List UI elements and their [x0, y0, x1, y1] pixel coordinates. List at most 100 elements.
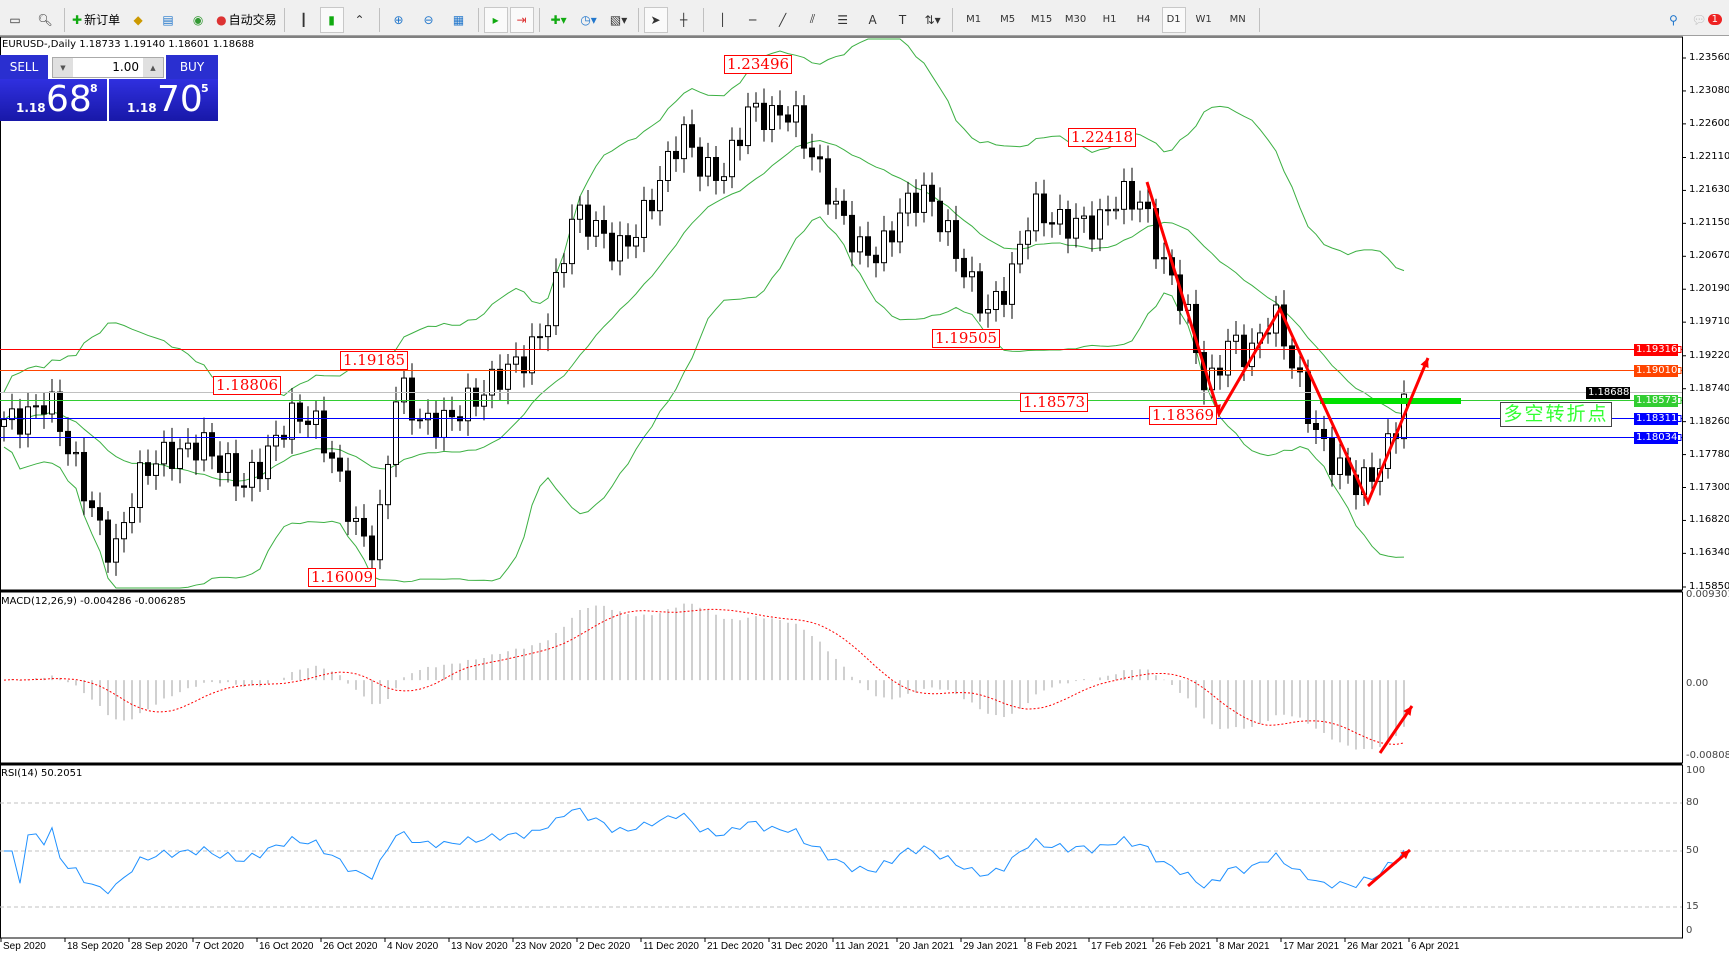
equidistant-channel-button[interactable]: ⫽	[799, 7, 827, 33]
bullish-candle	[273, 434, 279, 447]
text-label-button[interactable]: T	[889, 7, 917, 33]
timeframe-m15[interactable]: M15	[1030, 14, 1053, 25]
lot-increase-button[interactable]: ▲	[143, 58, 163, 77]
templates-button[interactable]: ▧▾	[605, 7, 633, 33]
bullish-candle	[881, 230, 887, 264]
price-annotation[interactable]: 1.18369	[1149, 406, 1218, 425]
auto-trading-button[interactable]: ● 自动交易	[216, 12, 277, 28]
bearish-candle	[889, 230, 895, 243]
crosshair-icon: ┼	[679, 12, 688, 27]
arrows-button[interactable]: ⇅▾	[919, 7, 947, 33]
bullish-candle	[897, 212, 903, 243]
bearish-candle	[57, 391, 63, 432]
buy-price[interactable]: 1.18 70 5	[109, 79, 218, 121]
history-center-button[interactable]: ◆	[124, 7, 152, 33]
price-annotation[interactable]: 1.18806	[213, 376, 282, 395]
price-annotation[interactable]: 1.18573	[1020, 393, 1089, 412]
zoom-out-button[interactable]: ⊖	[415, 7, 443, 33]
lot-decrease-button[interactable]: ▼	[53, 58, 73, 77]
bullish-candle	[121, 522, 127, 540]
chart-window-icon: ▭	[9, 12, 21, 27]
new-chart-button[interactable]: ▭	[1, 7, 29, 33]
signals-button[interactable]: ◉	[184, 7, 212, 33]
timeframe-m5[interactable]: M5	[1000, 14, 1016, 25]
bullish-candle	[1017, 243, 1023, 265]
bullish-candle	[401, 377, 407, 403]
bearish-candle	[409, 377, 415, 421]
bearish-candle	[1105, 209, 1111, 212]
buy-button[interactable]: BUY	[166, 55, 218, 79]
vertical-line-button[interactable]: │	[709, 7, 737, 33]
crosshair-button[interactable]: ┼	[670, 7, 698, 33]
zoom-in-button[interactable]: ⊕	[385, 7, 413, 33]
bullish-candle	[153, 463, 159, 476]
horizontal-line-button[interactable]: ─	[739, 7, 767, 33]
bearish-candle	[81, 451, 87, 502]
arrows-icon: ⇅▾	[924, 12, 941, 27]
candlestick-button[interactable]: ▮	[319, 6, 344, 33]
price-annotation[interactable]: 1.19185	[340, 351, 409, 370]
timeframe-h1[interactable]: H1	[1102, 14, 1117, 25]
price-axis-label: 1.15850	[1689, 581, 1729, 592]
date-axis-label: Sep 2020	[3, 941, 46, 952]
sell-price[interactable]: 1.18 68 8	[0, 79, 107, 121]
timeframe-m1[interactable]: M1	[966, 14, 982, 25]
search-button[interactable]: ⚲	[1659, 7, 1687, 33]
text-button[interactable]: A	[859, 7, 887, 33]
bearish-candle	[673, 150, 679, 160]
bearish-candle	[145, 462, 151, 476]
zoom-window-button[interactable]: 🔍︎	[31, 7, 59, 33]
price-annotation[interactable]: 1.19505	[932, 329, 1001, 348]
bearish-candle	[737, 139, 743, 147]
mql-editor-button[interactable]: ▤	[154, 7, 182, 33]
date-axis-label: 28 Sep 2020	[131, 941, 188, 952]
pivot-point-label[interactable]: 多空转折点	[1500, 402, 1612, 427]
timeframe-m30[interactable]: M30	[1064, 14, 1087, 25]
bearish-candle	[913, 192, 919, 213]
zoom-in-icon: ⊕	[393, 12, 404, 27]
cursor-tool-button[interactable]: ➤	[643, 6, 668, 33]
chart-shift-button[interactable]: ⇥	[509, 6, 534, 33]
fibonacci-button[interactable]: ☰	[829, 7, 857, 33]
sell-button[interactable]: SELL	[0, 55, 48, 79]
lot-size-input[interactable]: ▼ 1.00 ▲	[52, 57, 164, 78]
bearish-candle	[825, 158, 831, 205]
rsi-axis-label: 80	[1686, 797, 1699, 808]
auto-scroll-button[interactable]: ▸	[483, 6, 508, 33]
fibonacci-icon: ☰	[837, 12, 848, 27]
price-annotation-high[interactable]: 1.23496	[724, 55, 793, 74]
bearish-candle	[241, 485, 247, 488]
editor-icon: ▤	[162, 12, 174, 27]
new-order-button[interactable]: ✚ 新订单	[72, 12, 121, 28]
price-annotation-low[interactable]: 1.16009	[308, 568, 377, 587]
bearish-candle	[801, 105, 807, 149]
bullish-candle	[753, 102, 759, 108]
indicators-button[interactable]: ✚▾	[545, 7, 573, 33]
line-chart-button[interactable]: ⌃	[346, 7, 374, 33]
bar-chart-button[interactable]: ┃	[290, 7, 318, 33]
timeframe-w1[interactable]: W1	[1195, 14, 1212, 25]
bearish-candle	[697, 146, 703, 177]
bullish-candle	[1233, 334, 1239, 342]
bullish-candle	[425, 412, 431, 421]
notifications-button[interactable]: 💬︎ 1	[1689, 7, 1728, 33]
date-axis-label: 26 Oct 2020	[323, 941, 378, 952]
timeframe-d1[interactable]: D1	[1161, 6, 1186, 33]
price-axis-label: 1.21150	[1689, 217, 1729, 229]
bullish-candle	[353, 517, 359, 522]
periods-button[interactable]: ◷▾	[575, 7, 603, 33]
bearish-candle	[1217, 367, 1223, 376]
timeframe-mn[interactable]: MN	[1229, 14, 1246, 25]
bullish-candle	[1033, 193, 1039, 232]
zoom-out-icon: ⊖	[423, 12, 434, 27]
timeframe-h4[interactable]: H4	[1136, 14, 1151, 25]
date-axis-label: 11 Jan 2021	[835, 941, 890, 952]
trendline-button[interactable]: ╱	[769, 7, 797, 33]
pivot-zone-bar	[1320, 398, 1461, 404]
price-level-tag: 1.19010	[1634, 364, 1678, 377]
price-annotation[interactable]: 1.22418	[1068, 128, 1137, 147]
auto-scroll-icon: ▸	[492, 12, 499, 27]
bullish-candle	[905, 192, 911, 214]
tile-windows-button[interactable]: ▦	[445, 7, 473, 33]
